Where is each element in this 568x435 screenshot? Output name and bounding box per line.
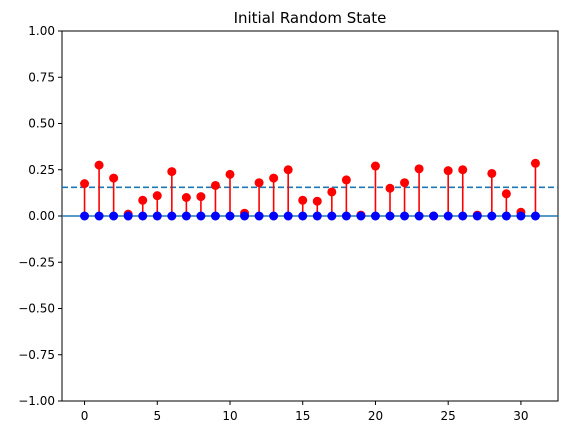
baseline-marker: [109, 211, 119, 221]
x-tick-label: 5: [153, 409, 161, 423]
stem-marker: [370, 161, 380, 171]
stem-marker: [385, 183, 395, 193]
x-tick-label: 10: [222, 409, 237, 423]
baseline-marker: [341, 211, 351, 221]
baseline-marker: [501, 211, 511, 221]
stem-marker: [458, 165, 468, 175]
stem-marker: [443, 166, 453, 176]
y-tick-label: −1.00: [18, 394, 55, 408]
stem-marker: [327, 187, 337, 197]
baseline-marker: [400, 211, 410, 221]
baseline-marker: [385, 211, 395, 221]
y-tick-label: −0.50: [18, 302, 55, 316]
baseline-marker: [356, 211, 366, 221]
stem-marker: [196, 192, 206, 202]
baseline-marker: [443, 211, 453, 221]
stem-marker: [487, 168, 497, 178]
baseline-marker: [472, 211, 482, 221]
baseline-marker: [530, 211, 540, 221]
y-tick-label: −0.75: [18, 348, 55, 362]
y-tick-label: 0.00: [28, 209, 55, 223]
baseline-marker: [240, 211, 250, 221]
stem-marker: [210, 180, 220, 190]
x-tick-label: 20: [368, 409, 383, 423]
y-tick-label: 0.25: [28, 163, 55, 177]
baseline-marker: [225, 211, 235, 221]
stem-marker: [167, 167, 177, 177]
x-tick-label: 25: [441, 409, 456, 423]
stem-marker: [400, 178, 410, 188]
baseline-marker: [80, 211, 90, 221]
baseline-marker: [458, 211, 468, 221]
x-tick-label: 0: [81, 409, 89, 423]
stem-marker: [94, 160, 104, 170]
stem-marker: [80, 179, 90, 189]
stem-marker: [225, 169, 235, 179]
baseline-marker: [516, 211, 526, 221]
x-tick-label: 30: [513, 409, 528, 423]
baseline-marker: [254, 211, 264, 221]
stem-marker: [283, 165, 293, 175]
baseline-marker: [123, 211, 133, 221]
baseline-marker: [181, 211, 191, 221]
stem-marker: [138, 195, 148, 205]
baseline-marker: [94, 211, 104, 221]
baseline-marker: [196, 211, 206, 221]
y-tick-label: 1.00: [28, 24, 55, 38]
y-tick-label: 0.75: [28, 70, 55, 84]
baseline-marker: [152, 211, 162, 221]
baseline-marker: [370, 211, 380, 221]
stem-marker: [152, 191, 162, 201]
baseline-marker: [138, 211, 148, 221]
baseline-marker: [487, 211, 497, 221]
y-tick-label: −0.25: [18, 255, 55, 269]
stem-marker: [298, 195, 308, 205]
stem-marker: [530, 158, 540, 168]
baseline-marker: [298, 211, 308, 221]
baseline-marker: [312, 211, 322, 221]
stem-marker: [254, 178, 264, 188]
stem-marker: [341, 175, 351, 185]
stem-marker: [109, 173, 119, 183]
baseline-marker: [327, 211, 337, 221]
baseline-marker: [210, 211, 220, 221]
baseline-marker: [414, 211, 424, 221]
baseline-marker: [429, 211, 439, 221]
x-tick-label: 15: [295, 409, 310, 423]
stem-marker: [269, 173, 279, 183]
stem-marker: [312, 196, 322, 206]
baseline-marker: [167, 211, 177, 221]
stem-marker: [501, 189, 511, 199]
stem-marker: [414, 164, 424, 174]
chart-title: Initial Random State: [234, 9, 387, 27]
baseline-marker: [283, 211, 293, 221]
y-tick-label: 0.50: [28, 117, 55, 131]
baseline-marker: [269, 211, 279, 221]
stem-marker: [181, 193, 191, 202]
plot-area: 1.00 0.75 0.50 0.25 0.00 −0.25 −0.50 −0.75 −1.00…: [18, 24, 559, 423]
